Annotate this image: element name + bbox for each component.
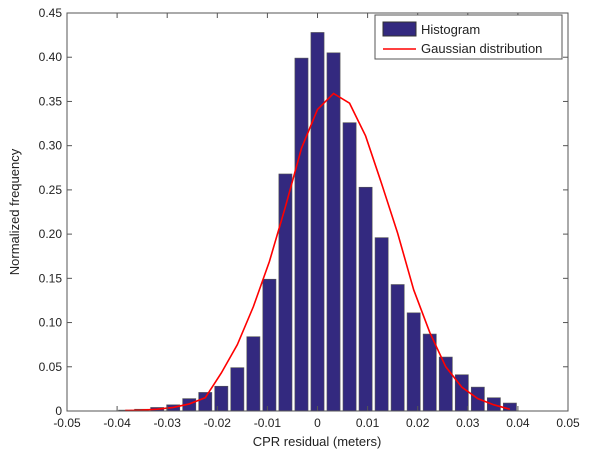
histogram-bar (503, 402, 517, 412)
y-tick-label: 0.35 (39, 94, 63, 108)
x-axis: -0.05 -0.04 -0.03 -0.02 -0.01 0 0.01 0.02 0.03 0.… (53, 13, 580, 430)
x-tick-label: -0.03 (154, 416, 182, 430)
histogram-bar (358, 186, 373, 412)
histogram-bar (246, 336, 261, 412)
histogram-bar (374, 237, 389, 412)
x-tick-label: -0.02 (204, 416, 232, 430)
x-tick-label: 0.04 (506, 416, 530, 430)
y-tick-label: 0.20 (39, 227, 63, 241)
x-tick-label: 0.01 (356, 416, 380, 430)
histogram-bar (406, 312, 421, 412)
y-tick-label: 0.05 (39, 360, 63, 374)
histogram-bar (214, 385, 229, 412)
y-tick-label: 0.40 (39, 50, 63, 64)
x-axis-label: CPR residual (meters) (253, 434, 382, 449)
histogram-bar (230, 367, 245, 412)
x-tick-label: 0.05 (556, 416, 580, 430)
x-tick-label: -0.01 (254, 416, 282, 430)
histogram-bar (342, 122, 357, 412)
histogram-bar (310, 32, 325, 412)
y-tick-label: 0.45 (39, 6, 63, 20)
histogram-bar (390, 284, 405, 412)
y-axis: 0 0.05 0.10 0.15 0.20 0.25 0.30 0.35 0.40 0.45 (39, 6, 568, 418)
legend: Histogram Gaussian distribution (374, 14, 563, 60)
legend-label-histogram: Histogram (421, 22, 480, 37)
legend-bar-swatch (382, 21, 417, 37)
y-tick-label: 0.30 (39, 139, 63, 153)
x-tick-label: -0.05 (53, 416, 81, 430)
histogram-bar (326, 52, 341, 412)
histogram-bar (422, 333, 437, 412)
histogram-bar (294, 57, 309, 412)
x-tick-label: 0 (314, 416, 321, 430)
y-axis-label: Normalized frequency (7, 148, 22, 275)
y-tick-label: 0.10 (39, 316, 63, 330)
histogram-bar (198, 392, 213, 412)
histogram-bar (262, 278, 277, 412)
x-tick-label: 0.02 (406, 416, 430, 430)
gaussian-curve (125, 92, 511, 412)
x-tick-label: -0.04 (103, 416, 131, 430)
y-tick-label: 0.25 (39, 183, 63, 197)
y-tick-label: 0.15 (39, 271, 63, 285)
y-tick-label: 0 (55, 404, 62, 418)
legend-label-gaussian: Gaussian distribution (421, 41, 542, 56)
histogram-bars (118, 32, 517, 412)
x-tick-label: 0.03 (456, 416, 480, 430)
